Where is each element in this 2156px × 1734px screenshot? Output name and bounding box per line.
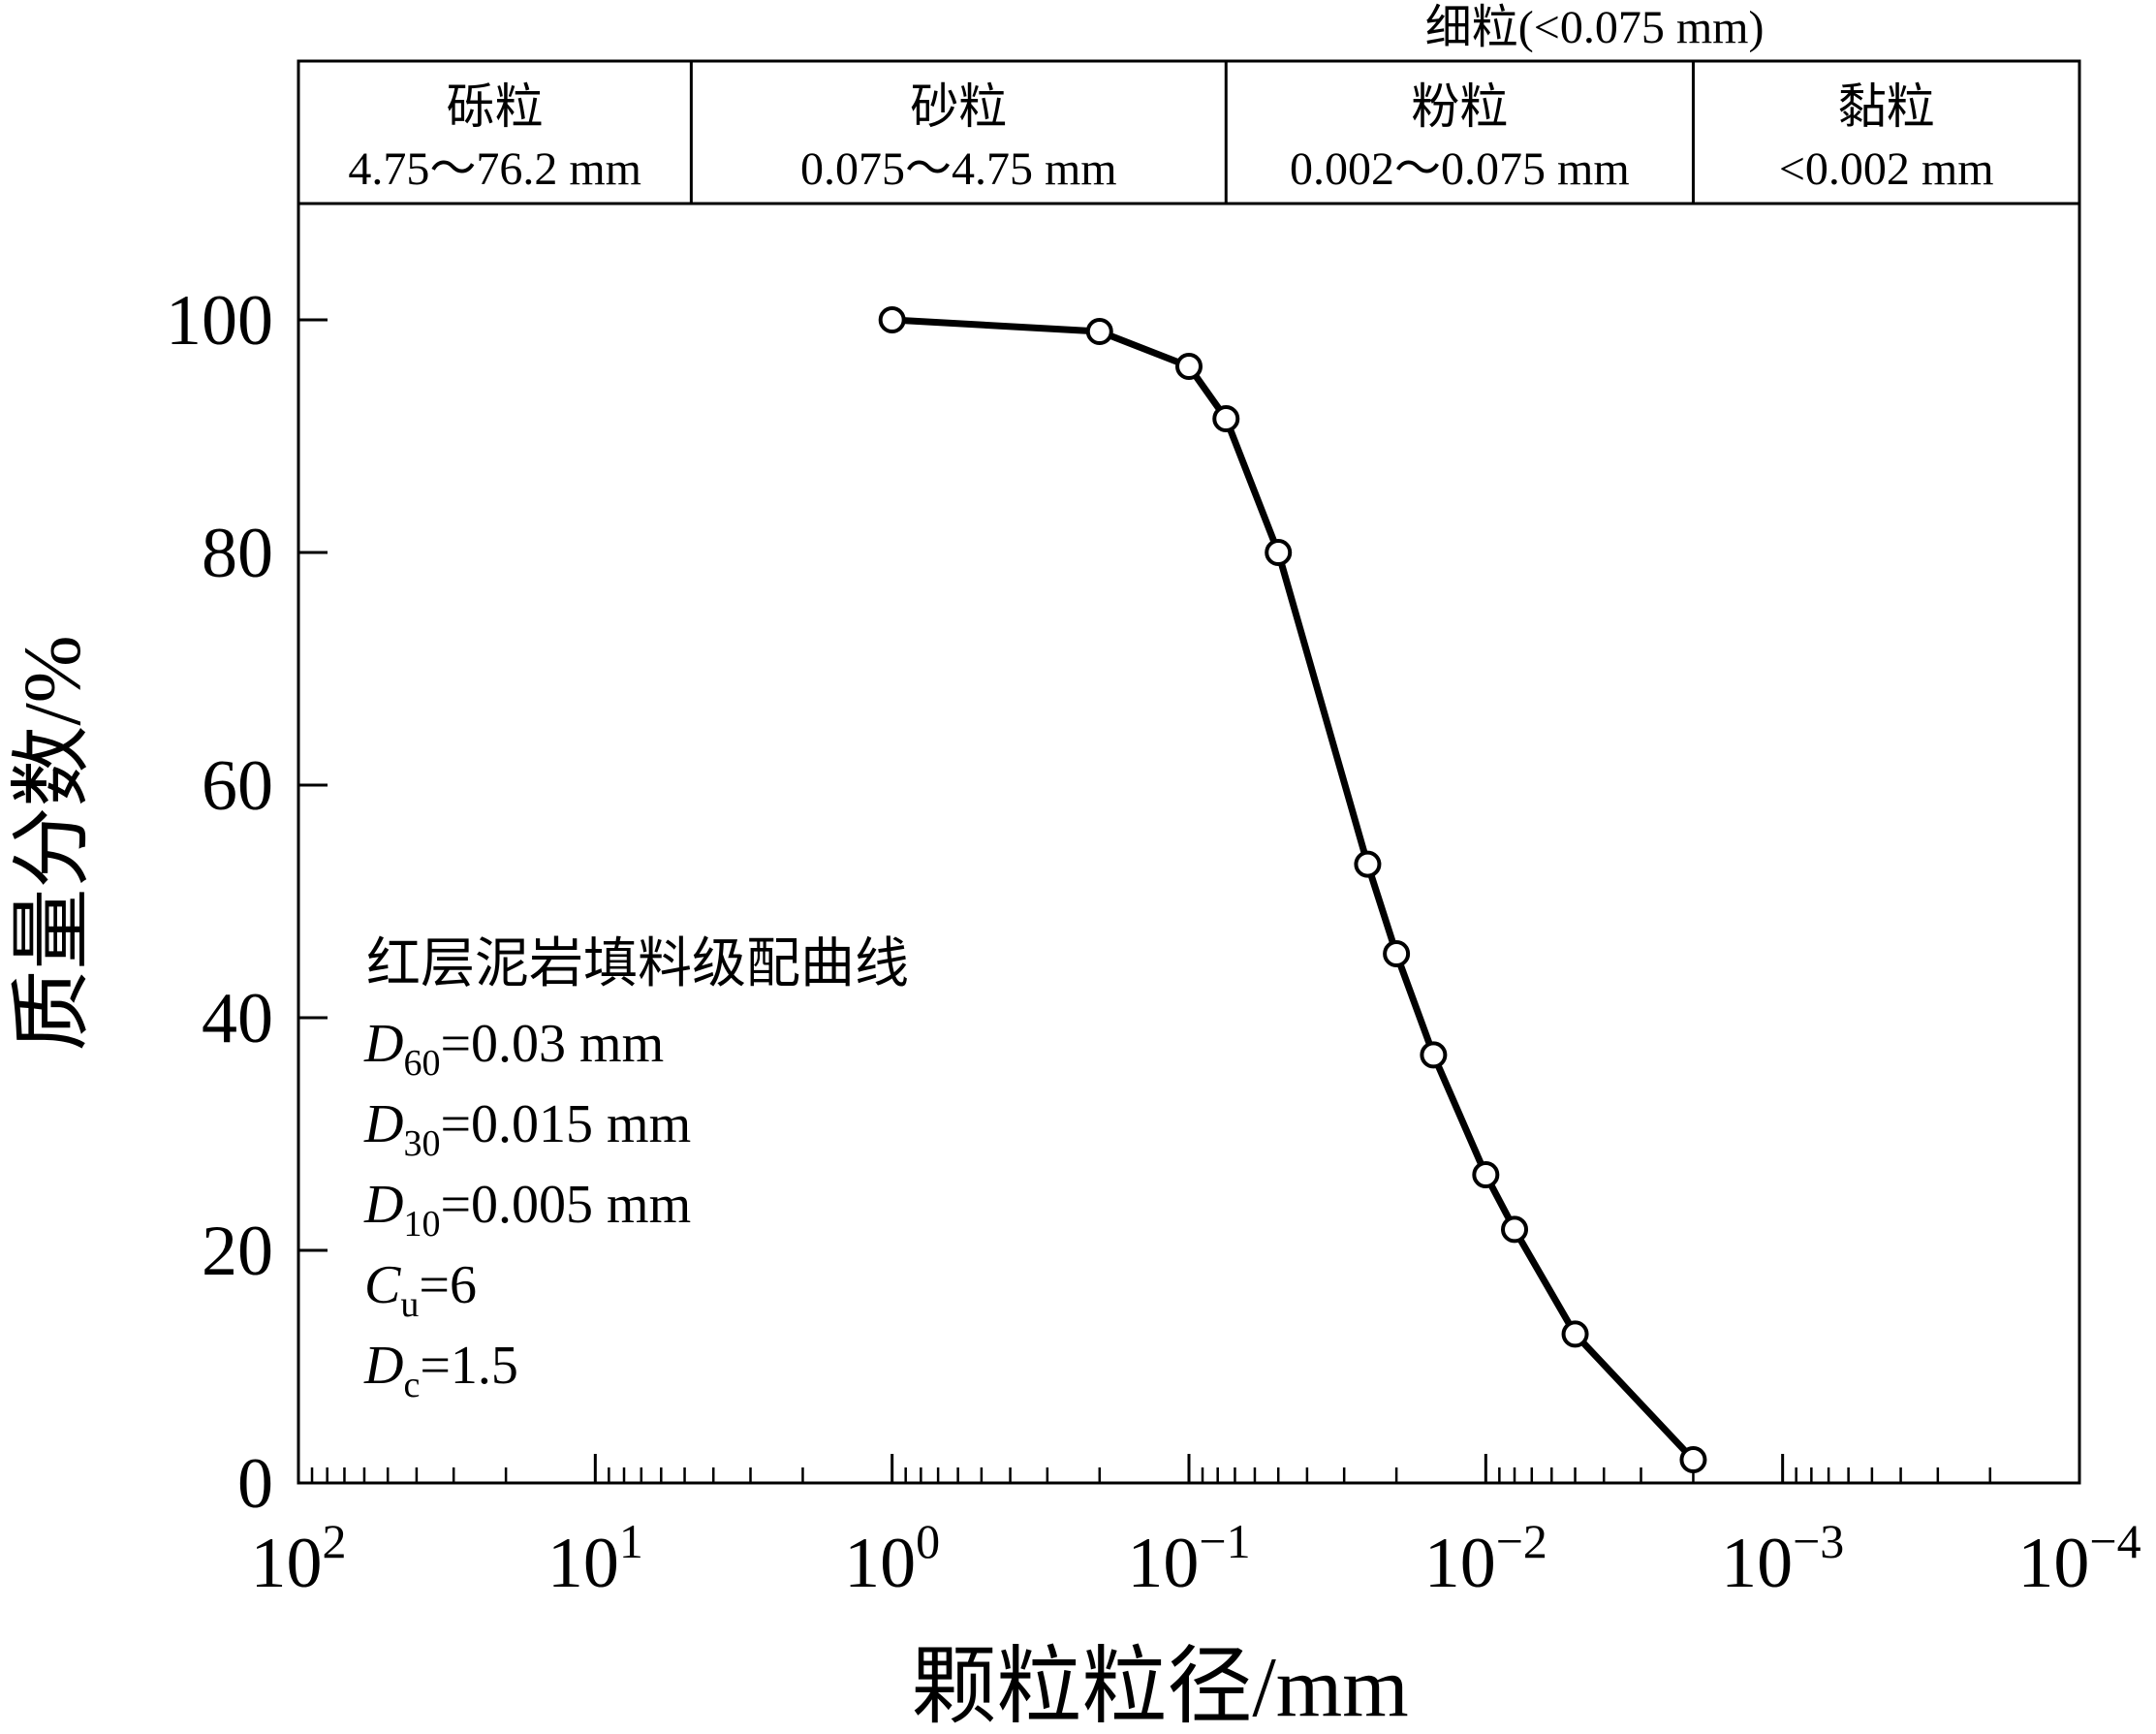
data-point <box>1212 405 1240 432</box>
y-tick-label: 100 <box>166 281 273 361</box>
data-point <box>1265 539 1293 566</box>
x-tick-label: 101 <box>547 1514 643 1603</box>
x-tick-label: 100 <box>844 1514 940 1603</box>
data-series <box>878 306 1707 1473</box>
data-point <box>1354 850 1382 878</box>
data-point <box>1175 353 1203 380</box>
y-tick-label: 80 <box>202 514 273 593</box>
x-tick-label: 10−4 <box>2017 1514 2140 1603</box>
y-tick-label: 60 <box>202 746 273 826</box>
data-point <box>1472 1161 1500 1188</box>
annotation-line: D10=0.005 mm <box>363 1175 691 1245</box>
plot-frame <box>297 202 2081 1485</box>
x-axis-title: 颗粒粒径/mm <box>911 1641 1408 1734</box>
annotation-line: Dc=1.5 <box>363 1336 518 1405</box>
annotation-line: D30=0.015 mm <box>363 1094 691 1164</box>
data-point <box>1085 318 1113 345</box>
data-point <box>1420 1041 1448 1069</box>
y-tick-label: 40 <box>202 979 273 1058</box>
y-tick-label: 0 <box>237 1444 273 1524</box>
band-name: 黏粒 <box>1838 79 1935 134</box>
band-name: 粉粒 <box>1411 79 1508 134</box>
x-tick-label: 10−3 <box>1721 1514 1844 1603</box>
band-range: 0.075～4.75 mm <box>800 143 1117 195</box>
annotation-line: D60=0.03 mm <box>363 1014 664 1084</box>
axes: 102 101 100 10−1 10−2 10−3 10−4 0 20 40 60 80 100 颗粒粒… <box>8 202 2141 1734</box>
annotation-line: Cu=6 <box>364 1255 477 1325</box>
band-name: 砂粒 <box>910 79 1007 134</box>
annotation-title: 红层泥岩填料级配曲线 <box>366 934 909 994</box>
band-range: <0.002 mm <box>1779 143 1994 195</box>
annotation-block: 红层泥岩填料级配曲线 D60=0.03 mm D30=0.015 mm D10=0.0… <box>363 934 909 1405</box>
fine-fraction-label: 细粒(<0.075 mm) <box>1425 2 1765 53</box>
data-point <box>1679 1446 1707 1473</box>
x-tick-label: 10−2 <box>1424 1514 1547 1603</box>
series-line <box>891 316 1697 1463</box>
soil-class-bands: 砾粒 4.75～76.2 mm 砂粒 0.075～4.75 mm 粉粒 0.002～0.0… <box>297 2 2081 205</box>
data-point <box>1383 940 1411 967</box>
data-point <box>1561 1320 1589 1348</box>
y-tick-label: 20 <box>202 1212 273 1291</box>
x-tick-label: 10−1 <box>1127 1514 1250 1603</box>
band-range: 4.75～76.2 mm <box>348 143 641 195</box>
y-axis-title: 质量分数/% <box>8 635 98 1051</box>
data-point <box>1501 1215 1529 1244</box>
band-name: 砾粒 <box>447 79 544 134</box>
band-range: 0.002～0.075 mm <box>1290 143 1630 195</box>
data-point <box>878 306 906 333</box>
x-tick-label: 102 <box>251 1514 347 1603</box>
